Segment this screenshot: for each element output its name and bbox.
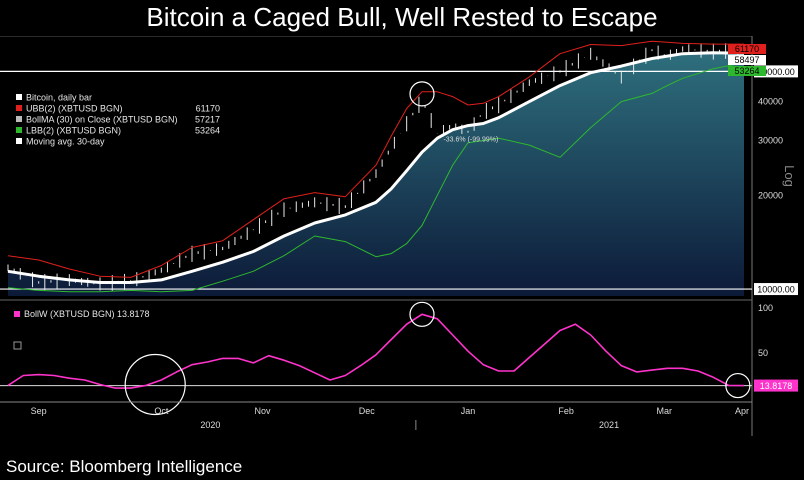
legend-value-3: 53264 — [195, 126, 220, 136]
legend-box — [12, 90, 224, 148]
series-line-3 — [7, 62, 745, 293]
bw-y-tick-0: 100 — [758, 303, 773, 313]
last-value-1: 58497 — [734, 55, 759, 65]
legend-label-1: UBB(2) (XBTUSD BGN) — [26, 104, 123, 114]
bw-last-value: 13.8178 — [760, 381, 793, 391]
price-y-tick-0: 40000 — [758, 97, 783, 107]
x-tick-4: Jan — [461, 406, 476, 416]
price-y-tick-2: 20000 — [758, 190, 783, 200]
ma-area-fill — [8, 52, 744, 297]
x-tick-1: Oct — [154, 406, 169, 416]
last-value-2: 53264 — [734, 66, 759, 76]
bollinger-chart: 50000.00 10000.00 40000 30000 20000 Log -33.6%… — [0, 36, 798, 436]
reference-label-bg-1 — [754, 283, 798, 296]
bw-highlight-circle-0 — [124, 353, 186, 416]
last-value-bg-2 — [728, 66, 766, 76]
price-peak-circle — [409, 81, 435, 107]
legend-swatch-2 — [16, 116, 22, 122]
bw-y-tick-1: 50 — [758, 348, 768, 358]
x-tick-7: Apr — [735, 406, 749, 416]
x-tick-0: Sep — [31, 406, 47, 416]
checkbox-icon — [13, 341, 22, 350]
legend-label-3: LBB(2) (XBTUSD BGN) — [26, 126, 121, 136]
bandwidth-panel: 100 50 BollW (XBTUSD BGN) 13.8178 13.8178 — [0, 299, 798, 416]
x-axis: Sep Oct Nov Dec Jan Feb Mar Apr 2020 2021 — [0, 401, 752, 430]
last-value-0: 61170 — [735, 44, 759, 54]
bw-legend-swatch — [14, 311, 20, 317]
drawdown-annotation: -33.6% (-99.99%) — [443, 136, 498, 143]
source-note: Source: Bloomberg Intelligence — [6, 457, 243, 476]
legend-swatch-0 — [16, 94, 22, 100]
x-tick-3: Dec — [359, 406, 376, 416]
legend-swatch-3 — [16, 127, 22, 133]
series-line-1 — [7, 40, 744, 278]
bw-highlight-circle-2 — [725, 372, 751, 399]
last-value-bg-1 — [728, 55, 766, 65]
legend-label-2: BollMA (30) on Close (XBTUSD BGN) — [26, 115, 178, 125]
bw-legend-label: BollW (XBTUSD BGN) 13.8178 — [24, 309, 150, 319]
x-tick-2: Nov — [255, 406, 272, 416]
legend-label-4: Moving avg. 30-day — [26, 137, 105, 147]
price-y-label: Log — [782, 165, 797, 187]
series-line-2 — [7, 51, 745, 284]
chart-title: Bitcoin a Caged Bull, Well Rested to Esc… — [146, 2, 658, 32]
legend-label-0: Bitcoin, daily bar — [26, 93, 92, 103]
bw-last-value-bg — [754, 379, 798, 392]
legend-value-2: 57217 — [195, 115, 220, 125]
bandwidth-line — [7, 313, 745, 389]
last-value-bg-0 — [728, 44, 766, 54]
x-tick-5: Feb — [558, 406, 574, 416]
x-tick-6: Mar — [657, 406, 673, 416]
x-year-1: 2021 — [599, 420, 619, 430]
legend-swatch-4 — [16, 138, 22, 144]
price-panel: 50000.00 10000.00 40000 30000 20000 Log -33.6%… — [0, 36, 798, 436]
reference-label-0: 50000.00 — [757, 67, 795, 77]
reference-label-1: 10000.00 — [757, 285, 795, 295]
legend-value-1: 61170 — [196, 104, 220, 114]
x-year-0: 2020 — [200, 420, 220, 430]
bw-highlight-circle-1 — [409, 301, 435, 327]
price-y-tick-1: 30000 — [758, 135, 783, 145]
legend-swatch-1 — [16, 105, 22, 111]
